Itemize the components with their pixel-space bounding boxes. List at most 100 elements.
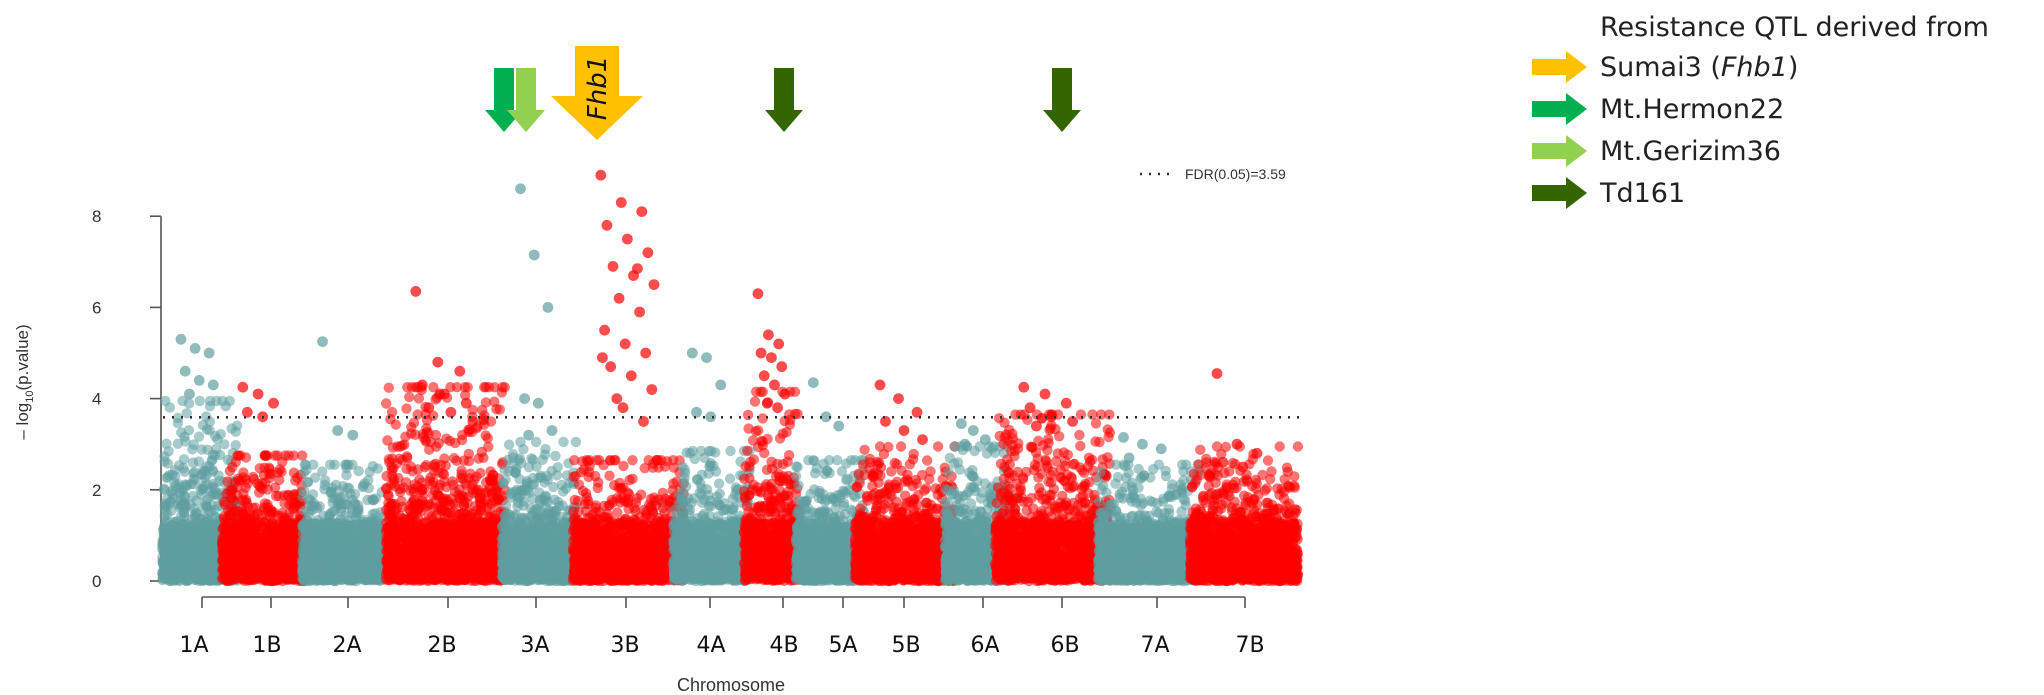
snp-point <box>181 408 192 419</box>
snp-point <box>367 495 379 506</box>
snp-point <box>277 543 289 555</box>
snp-point <box>187 548 198 559</box>
snp-point <box>276 527 287 538</box>
snp-point <box>220 400 231 412</box>
snp-point <box>453 489 464 500</box>
snp-point <box>414 474 425 485</box>
snp-point <box>205 490 216 501</box>
snp-point <box>428 382 439 393</box>
x-tick-label: 2A <box>332 633 361 658</box>
snp-point <box>188 503 200 514</box>
snp-point <box>175 560 186 572</box>
data-points <box>156 169 1304 587</box>
snp-point <box>358 543 369 555</box>
snp-point <box>450 571 461 582</box>
snp-point <box>198 574 209 586</box>
snp-point <box>188 468 199 479</box>
snp-point <box>190 516 202 528</box>
snp-point <box>165 568 176 579</box>
x-tick-label: 2B <box>427 633 456 658</box>
snp-point <box>418 518 430 530</box>
snp-point <box>344 483 355 494</box>
snp-point <box>248 573 259 584</box>
snp-point <box>310 540 321 552</box>
snp-point <box>228 523 240 534</box>
snp-point <box>204 506 215 517</box>
snp-point <box>298 485 310 497</box>
snp-point <box>198 465 209 476</box>
snp-point <box>232 473 244 484</box>
snp-point <box>383 506 394 517</box>
snp-point <box>162 458 174 469</box>
snp-point <box>343 459 354 470</box>
snp-point <box>431 441 442 452</box>
snp-point <box>359 478 370 489</box>
snp-point <box>409 562 420 573</box>
snp-point <box>360 557 371 568</box>
snp-point <box>263 462 275 473</box>
snp-point <box>249 533 260 544</box>
snp-point <box>260 450 271 461</box>
snp-point <box>381 536 392 548</box>
x-tick-label: 5B <box>891 633 920 658</box>
snp-point <box>269 450 281 461</box>
snp-point <box>272 575 283 586</box>
snp-point <box>173 523 184 534</box>
x-tick-label: 7A <box>1140 633 1169 658</box>
snp-point <box>161 438 172 449</box>
snp-point <box>297 450 308 461</box>
x-tick-label: 1B <box>252 633 281 658</box>
snp-point <box>163 525 175 536</box>
snp-point <box>260 477 271 489</box>
snp-point <box>406 428 417 439</box>
snp-point <box>187 490 198 502</box>
y-tick-label: 8 <box>92 207 101 226</box>
snp-point <box>385 414 396 425</box>
snp-point <box>204 425 215 436</box>
x-tick-label: 1A <box>179 633 208 658</box>
snp-point <box>421 557 432 568</box>
snp-point <box>238 564 249 575</box>
snp-point <box>179 466 190 477</box>
snp-point <box>440 530 451 541</box>
snp-point <box>463 491 474 502</box>
x-tick-label: 3A <box>520 633 549 658</box>
snp-point <box>194 395 205 407</box>
snp-point <box>325 459 336 470</box>
x-tick-label: 4B <box>769 633 798 658</box>
snp-point <box>477 552 489 563</box>
snp-point <box>230 426 241 437</box>
snp-point <box>180 436 191 447</box>
snp-point <box>204 416 216 427</box>
snp-point <box>353 465 364 477</box>
snp-point <box>408 533 419 544</box>
snp-point <box>218 545 229 557</box>
snp-point <box>451 382 463 393</box>
snp-point <box>479 495 490 507</box>
snp-point <box>322 566 334 578</box>
snp-point <box>245 549 256 560</box>
snp-point <box>358 570 369 581</box>
snp-point <box>203 523 214 534</box>
snp-point <box>456 465 467 476</box>
snp-point <box>250 517 261 529</box>
snp-point <box>276 466 287 477</box>
snp-point <box>177 395 188 407</box>
snp-point <box>404 391 415 403</box>
snp-point <box>433 467 444 478</box>
snp-point <box>169 477 180 488</box>
snp-point <box>463 448 474 460</box>
snp-point <box>372 463 383 474</box>
snp-point <box>230 440 241 451</box>
snp-point <box>436 505 447 517</box>
snp-point <box>449 437 461 449</box>
snp-point <box>227 492 238 504</box>
snp-point <box>393 472 404 484</box>
snp-point <box>198 480 209 492</box>
snp-point <box>343 575 355 586</box>
snp-point <box>187 457 199 468</box>
snp-point <box>419 462 431 473</box>
x-tick-label: 5A <box>828 633 857 658</box>
snp-point <box>444 499 456 510</box>
